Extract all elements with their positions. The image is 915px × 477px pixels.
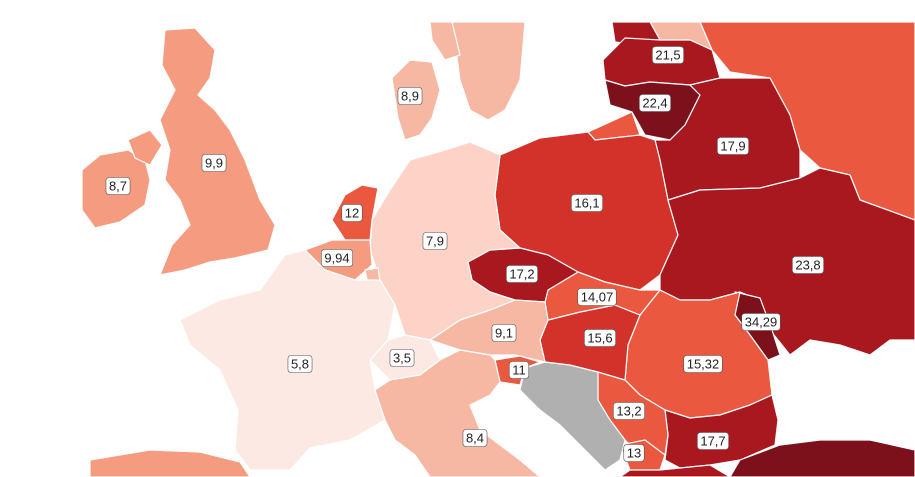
value-slovenia: 11	[512, 363, 526, 378]
value-italy: 8,4	[466, 431, 484, 446]
value-moldova: 34,29	[745, 315, 778, 330]
value-poland: 16,1	[574, 196, 599, 211]
label-bg-bulgaria	[697, 432, 729, 450]
label-austria: 9,1	[491, 324, 517, 342]
value-denmark: 8,9	[401, 89, 419, 104]
value-belarus: 17,9	[720, 139, 745, 154]
label-bg-slovakia	[577, 288, 617, 306]
region-spain[interactable]	[89, 449, 251, 477]
value-serbia: 13,2	[616, 404, 641, 419]
region-turkey[interactable]	[729, 439, 915, 477]
label-bg-austria	[491, 324, 517, 342]
label-bg-netherlands	[341, 204, 363, 222]
label-belarus: 17,9	[717, 137, 749, 155]
region-scandinavia-coast[interactable]	[429, 21, 461, 61]
value-france: 5,8	[291, 357, 309, 372]
value-ukraine: 23,8	[795, 258, 820, 273]
label-bg-serbia	[613, 402, 645, 420]
label-bg-united-kingdom	[201, 154, 227, 172]
label-latvia: 21,5	[652, 46, 684, 64]
label-bg-belgium	[321, 249, 353, 267]
value-united-kingdom: 9,9	[205, 156, 223, 171]
region-greece[interactable]	[619, 464, 731, 477]
label-ukraine: 23,8	[792, 256, 824, 274]
label-serbia: 13,2	[613, 402, 645, 420]
label-ireland: 8,7	[105, 177, 131, 195]
label-italy: 8,4	[462, 429, 488, 447]
value-czechia: 17,2	[509, 267, 534, 282]
label-bg-ireland	[105, 177, 131, 195]
label-bg-slovenia	[508, 361, 530, 379]
region-france[interactable]	[179, 249, 396, 471]
label-bg-hungary	[584, 329, 616, 347]
label-netherlands: 12	[341, 204, 363, 222]
label-bg-switzerland	[389, 349, 415, 367]
region-bulgaria[interactable]	[664, 394, 779, 469]
label-hungary: 15,6	[584, 329, 616, 347]
label-belgium: 9,94	[321, 249, 353, 267]
label-bg-latvia	[652, 46, 684, 64]
value-ireland: 8,7	[109, 179, 127, 194]
label-switzerland: 3,5	[389, 349, 415, 367]
label-denmark: 8,9	[397, 87, 423, 105]
label-bg-lithuania	[639, 94, 671, 112]
label-bg-italy	[462, 429, 488, 447]
label-united-kingdom: 9,9	[201, 154, 227, 172]
label-lithuania: 22,4	[639, 94, 671, 112]
value-hungary: 15,6	[587, 331, 612, 346]
value-slovakia: 14,07	[581, 290, 614, 305]
label-bg-belarus	[717, 137, 749, 155]
value-switzerland: 3,5	[393, 351, 411, 366]
label-germany: 7,9	[422, 232, 448, 250]
label-bg-north-macedonia	[623, 444, 645, 462]
label-bg-moldova	[741, 313, 781, 331]
label-bg-france	[287, 355, 313, 373]
region-united-kingdom[interactable]	[159, 27, 276, 276]
value-north-macedonia: 13	[627, 446, 641, 461]
value-germany: 7,9	[426, 234, 444, 249]
label-bg-romania	[683, 355, 723, 373]
value-austria: 9,1	[495, 326, 513, 341]
value-bulgaria: 17,7	[700, 434, 725, 449]
label-romania: 15,32	[683, 355, 723, 373]
label-bulgaria: 17,7	[697, 432, 729, 450]
value-latvia: 21,5	[655, 48, 680, 63]
region-sweden[interactable]	[451, 21, 526, 121]
value-romania: 15,32	[687, 357, 720, 372]
label-poland: 16,1	[571, 194, 603, 212]
label-north-macedonia: 13	[623, 444, 645, 462]
region-russia[interactable]	[699, 21, 915, 221]
region-northern-ireland[interactable]	[127, 129, 163, 166]
value-belgium: 9,94	[324, 251, 349, 266]
label-bg-czechia	[506, 265, 538, 283]
label-bg-germany	[422, 232, 448, 250]
label-slovenia: 11	[508, 361, 530, 379]
label-bg-poland	[571, 194, 603, 212]
label-czechia: 17,2	[506, 265, 538, 283]
label-slovakia: 14,07	[577, 288, 617, 306]
region-italy[interactable]	[374, 349, 541, 477]
label-france: 5,8	[287, 355, 313, 373]
black-sea	[775, 340, 915, 450]
label-bg-denmark	[397, 87, 423, 105]
value-netherlands: 12	[345, 206, 359, 221]
value-lithuania: 22,4	[642, 96, 667, 111]
label-bg-ukraine	[792, 256, 824, 274]
value-labels: 8,7 9,9 8,9 12 9,94 7,9 5,8 3,5 9,1 11 8,4 17,2 16,1…	[105, 46, 824, 462]
label-moldova: 34,29	[741, 313, 781, 331]
